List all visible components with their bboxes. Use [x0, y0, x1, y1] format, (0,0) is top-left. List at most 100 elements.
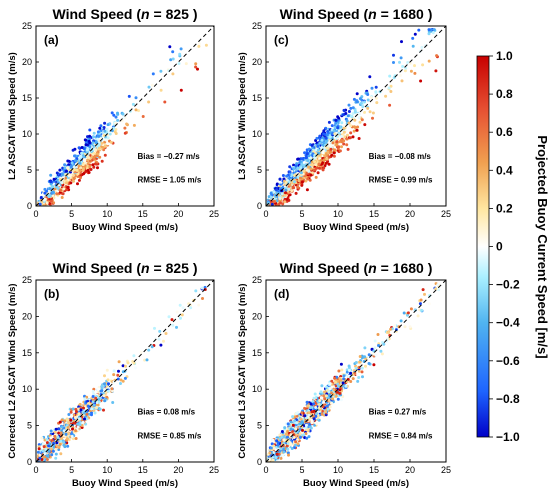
- title-suffix: = 825 ): [150, 6, 198, 22]
- x-tick-label: 20: [405, 209, 415, 219]
- data-point: [358, 355, 362, 358]
- data-point: [309, 406, 313, 410]
- x-tick-label: 10: [102, 209, 112, 219]
- data-point: [346, 147, 350, 151]
- data-point: [132, 361, 136, 365]
- data-point: [309, 402, 313, 406]
- data-point: [290, 173, 294, 177]
- data-point: [78, 423, 82, 427]
- data-point: [284, 188, 288, 192]
- data-point: [349, 114, 353, 118]
- data-point: [320, 138, 324, 142]
- data-point: [67, 163, 71, 167]
- bias-label: Bias = −0.08 m/s: [369, 152, 432, 161]
- data-point: [102, 126, 106, 129]
- data-point: [97, 400, 101, 404]
- data-point: [71, 427, 74, 431]
- data-point: [112, 369, 116, 373]
- data-point: [74, 159, 77, 163]
- data-point: [349, 124, 353, 128]
- data-point: [280, 430, 284, 433]
- data-point: [320, 384, 324, 388]
- data-point: [347, 103, 351, 107]
- data-point: [47, 189, 51, 193]
- title-n: n: [368, 260, 377, 276]
- data-point: [330, 153, 334, 157]
- scatter-points: [266, 28, 439, 207]
- data-point: [330, 124, 334, 128]
- data-point: [374, 96, 378, 100]
- data-point: [42, 198, 46, 202]
- data-point: [91, 395, 95, 398]
- data-point: [179, 88, 183, 92]
- data-point: [360, 366, 364, 370]
- data-point: [354, 361, 358, 364]
- data-point: [60, 172, 64, 176]
- data-point: [322, 132, 326, 136]
- data-point: [100, 384, 104, 388]
- data-point: [114, 128, 118, 131]
- data-point: [315, 422, 318, 425]
- data-point: [175, 325, 178, 329]
- data-point: [76, 182, 79, 186]
- data-point: [104, 138, 108, 142]
- data-point: [302, 169, 306, 173]
- data-point: [309, 163, 313, 167]
- data-point: [42, 445, 46, 449]
- data-point: [200, 286, 204, 290]
- data-point: [91, 390, 95, 393]
- data-point: [297, 179, 301, 183]
- data-point: [94, 141, 98, 145]
- data-point: [171, 323, 175, 327]
- data-point: [306, 404, 310, 408]
- data-point: [74, 415, 78, 419]
- data-point: [316, 144, 320, 148]
- data-point: [48, 442, 52, 446]
- data-point: [411, 36, 415, 40]
- data-point: [360, 118, 364, 122]
- data-point: [80, 151, 84, 155]
- y-tick-label: 25: [22, 21, 32, 31]
- data-point: [392, 61, 395, 64]
- data-point: [204, 43, 208, 47]
- y-tick-label: 15: [252, 93, 262, 103]
- data-point: [106, 136, 110, 140]
- x-tick-label: 5: [299, 209, 304, 219]
- data-point: [75, 410, 78, 414]
- data-point: [288, 170, 292, 174]
- x-tick-label: 20: [173, 465, 183, 475]
- data-point: [119, 382, 122, 385]
- data-point: [98, 126, 102, 130]
- data-point: [355, 92, 359, 96]
- data-point: [357, 116, 361, 120]
- data-point: [77, 146, 81, 150]
- title-prefix: Wind Speed (: [280, 260, 369, 276]
- data-point: [97, 134, 101, 138]
- data-point: [363, 346, 367, 350]
- data-point: [348, 136, 352, 140]
- data-point: [59, 452, 63, 456]
- data-point: [371, 111, 375, 115]
- data-point: [98, 407, 102, 411]
- data-point: [287, 453, 290, 457]
- data-point: [392, 53, 395, 57]
- data-point: [178, 52, 182, 56]
- data-point: [150, 83, 154, 87]
- data-point: [132, 354, 136, 358]
- data-point: [48, 202, 51, 206]
- data-point: [324, 141, 328, 144]
- data-point: [78, 417, 82, 421]
- x-tick-label: 5: [69, 209, 74, 219]
- data-point: [336, 126, 340, 130]
- data-point: [411, 44, 415, 48]
- data-point: [379, 349, 383, 353]
- data-point: [40, 436, 44, 440]
- data-point: [114, 115, 118, 119]
- data-point: [288, 165, 292, 169]
- data-point: [106, 389, 110, 393]
- data-point: [305, 436, 309, 440]
- data-point: [70, 161, 74, 165]
- data-point: [351, 377, 355, 381]
- data-point: [419, 298, 423, 302]
- data-point: [123, 126, 127, 130]
